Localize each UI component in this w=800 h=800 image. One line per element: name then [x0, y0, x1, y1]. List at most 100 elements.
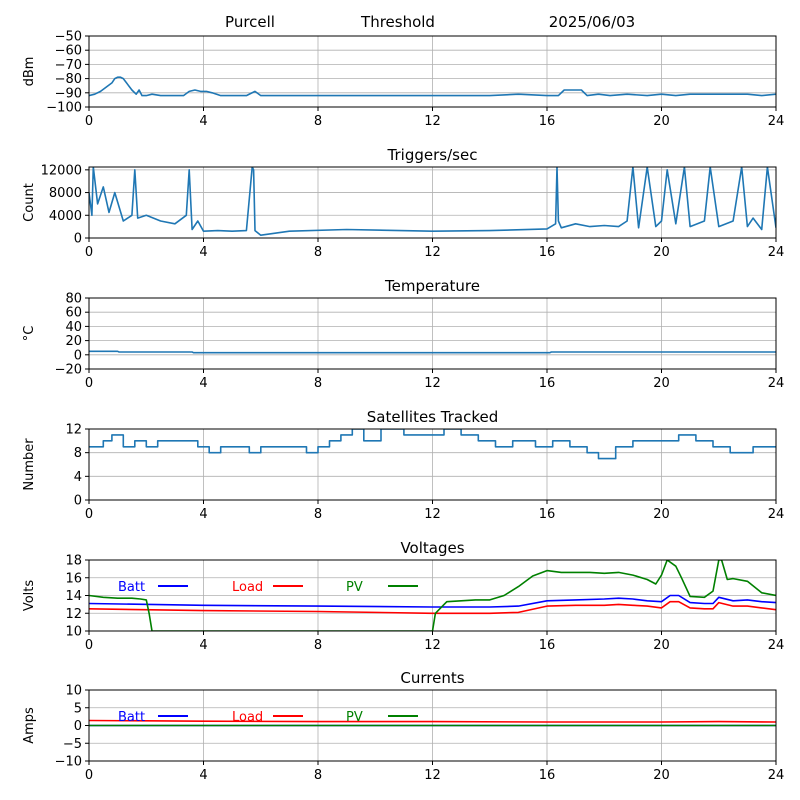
chart-panel-signal: 0 4 8 12 16 20 24 −100−90−80−70−60−50 dBm — [22, 30, 784, 130]
x-tick-label: 8 — [314, 245, 322, 260]
x-tick-label: 4 — [199, 114, 207, 129]
chart-title: Satellites Tracked — [367, 408, 498, 426]
x-tick-label: 0 — [85, 245, 93, 260]
y-tick-label: 0 — [74, 348, 82, 363]
y-axis-label: Number — [22, 438, 37, 491]
y-tick-label: −70 — [55, 58, 82, 73]
x-tick-label: 0 — [85, 114, 93, 129]
y-tick-label: −90 — [55, 86, 82, 101]
y-tick-label: 12000 — [41, 163, 82, 178]
series-line-triggers — [89, 167, 776, 236]
y-tick-label: 12 — [65, 423, 82, 438]
y-tick-label: −100 — [46, 101, 82, 116]
y-tick-label: 12 — [65, 607, 82, 622]
x-tick-label: 12 — [424, 638, 441, 653]
y-tick-label: −60 — [55, 44, 82, 59]
x-tick-label: 12 — [424, 507, 441, 522]
series-line-temperature — [89, 350, 776, 354]
y-tick-label: 4000 — [49, 209, 82, 224]
x-tick-label: 12 — [424, 114, 441, 129]
x-tick-label: 8 — [314, 507, 322, 522]
legend-label-batt: Batt — [118, 710, 145, 725]
y-tick-label: −80 — [55, 72, 82, 87]
x-tick-label: 24 — [768, 376, 785, 391]
x-tick-label: 12 — [424, 768, 441, 783]
x-tick-label: 0 — [85, 638, 93, 653]
y-tick-label: −10 — [55, 755, 82, 770]
y-tick-label: 0 — [74, 232, 82, 247]
header-station: Purcell — [225, 13, 275, 31]
y-tick-label: 4 — [74, 470, 82, 485]
x-tick-label: 20 — [653, 114, 670, 129]
legend-label-pv: PV — [346, 580, 363, 595]
chart-panel-voltages: 0 4 8 12 16 20 24 10 12 14 16 18 Voltages Volts Batt Lo… — [22, 539, 784, 653]
legend-label-batt: Batt — [118, 580, 145, 595]
x-tick-label: 16 — [539, 114, 556, 129]
y-tick-label: 16 — [65, 571, 82, 586]
y-axis-label: Count — [22, 183, 37, 222]
x-tick-label: 0 — [85, 376, 93, 391]
series-line-pv — [89, 560, 776, 631]
y-tick-label: −20 — [55, 363, 82, 378]
header-mode: Threshold — [360, 13, 435, 31]
chart-panel-triggers: 0 4 8 12 16 20 24 0 4000 8000 12000 Triggers/sec Cou… — [22, 146, 784, 260]
series-line-satellites — [89, 429, 776, 460]
y-tick-label: 10 — [65, 625, 82, 640]
x-tick-label: 16 — [539, 768, 556, 783]
chart-panel-satellites: 0 4 8 12 16 20 24 0 4 8 12 Satellites Tracked Number — [22, 408, 784, 522]
x-tick-label: 4 — [199, 638, 207, 653]
x-tick-label: 4 — [199, 507, 207, 522]
chart-title: Temperature — [384, 277, 480, 295]
y-axis-label: Amps — [22, 707, 37, 744]
y-axis-label: °C — [22, 326, 37, 342]
header-date: 2025/06/03 — [549, 13, 635, 31]
x-tick-label: 8 — [314, 768, 322, 783]
x-tick-label: 20 — [653, 245, 670, 260]
y-tick-label: 0 — [74, 494, 82, 509]
y-axis-label: dBm — [22, 57, 37, 87]
x-tick-label: 0 — [85, 507, 93, 522]
legend-label-load: Load — [232, 710, 263, 725]
y-tick-label: 8000 — [49, 186, 82, 201]
chart-title: Triggers/sec — [387, 146, 478, 164]
y-tick-label: 14 — [65, 589, 82, 604]
x-tick-label: 24 — [768, 638, 785, 653]
y-axis-label: Volts — [22, 580, 37, 612]
legend-label-load: Load — [232, 580, 263, 595]
x-tick-label: 12 — [424, 245, 441, 260]
series-line-load — [89, 719, 776, 723]
x-tick-label: 16 — [539, 638, 556, 653]
y-tick-label: 20 — [65, 334, 82, 349]
y-tick-label: 10 — [65, 684, 82, 699]
chart-panel-currents: 0 4 8 12 16 20 24 −10 −5 0 5 10 Currents Amps Batt Load… — [22, 669, 784, 783]
y-tick-label: 40 — [65, 320, 82, 335]
x-tick-label: 16 — [539, 376, 556, 391]
x-tick-label: 20 — [653, 638, 670, 653]
x-tick-label: 24 — [768, 114, 785, 129]
y-tick-label: 80 — [65, 292, 82, 307]
chart-title: Voltages — [400, 539, 464, 557]
y-tick-label: 18 — [65, 554, 82, 569]
y-tick-label: 60 — [65, 306, 82, 321]
x-tick-label: 8 — [314, 638, 322, 653]
y-tick-label: 0 — [74, 719, 82, 734]
x-tick-label: 8 — [314, 376, 322, 391]
x-tick-label: 20 — [653, 376, 670, 391]
series-line-signal — [89, 76, 776, 97]
x-tick-label: 0 — [85, 768, 93, 783]
x-tick-label: 12 — [424, 376, 441, 391]
x-tick-label: 8 — [314, 114, 322, 129]
x-tick-label: 16 — [539, 507, 556, 522]
x-tick-label: 4 — [199, 245, 207, 260]
legend-label-pv: PV — [346, 710, 363, 725]
x-tick-label: 20 — [653, 507, 670, 522]
x-tick-label: 4 — [199, 768, 207, 783]
series-line-load — [89, 600, 776, 615]
y-tick-label: −5 — [63, 737, 82, 752]
x-tick-label: 4 — [199, 376, 207, 391]
x-tick-label: 20 — [653, 768, 670, 783]
y-tick-label: −50 — [55, 30, 82, 45]
